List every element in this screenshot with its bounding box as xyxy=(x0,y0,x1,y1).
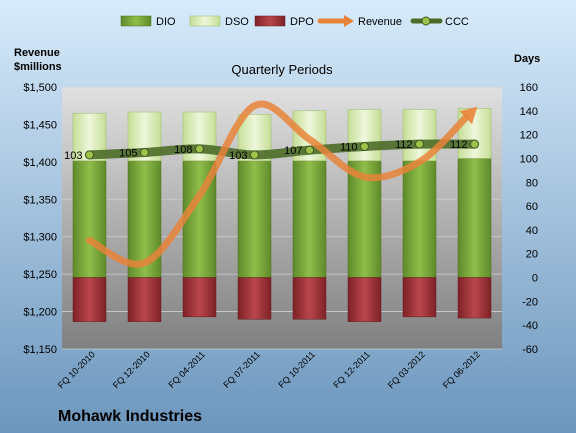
ccc-marker xyxy=(85,150,94,160)
ccc-data-label: 108 xyxy=(174,144,192,156)
bar-dio xyxy=(457,158,492,278)
company-name: Mohawk Industries xyxy=(58,408,202,425)
ccc-marker xyxy=(195,144,204,154)
left-tick-label: $1,450 xyxy=(23,119,57,131)
ccc-data-label: 103 xyxy=(64,150,82,162)
ccc-marker xyxy=(250,150,259,160)
right-tick-label: 80 xyxy=(526,177,538,189)
bar-dpo xyxy=(127,277,162,322)
legend-swatch-dso xyxy=(189,15,221,27)
bar-dio xyxy=(72,160,107,278)
ccc-data-label: 107 xyxy=(284,145,302,157)
legend: DIO DSO DPO Revenue CCC xyxy=(120,15,469,28)
right-tick-label: 160 xyxy=(520,82,538,94)
right-tick-label: 40 xyxy=(526,225,538,237)
ccc-data-label: 105 xyxy=(119,148,137,160)
ccc-line xyxy=(85,139,479,160)
ccc-marker xyxy=(305,145,314,155)
legend-swatch-dio xyxy=(120,15,152,27)
right-axis-title: Days xyxy=(514,53,540,65)
legend-swatch-revenue xyxy=(317,15,354,27)
ccc-data-label: 112 xyxy=(450,139,468,151)
bar-dso xyxy=(347,109,382,162)
bar-dpo xyxy=(182,277,217,318)
chart-title: Quarterly Periods xyxy=(231,62,333,77)
bar-dio xyxy=(237,160,272,278)
legend-label-ccc: CCC xyxy=(445,16,469,28)
legend-label-dpo: DPO xyxy=(290,16,314,28)
bar-dpo xyxy=(237,277,272,320)
bar-dio xyxy=(292,160,327,278)
bar-dpo xyxy=(402,277,437,318)
right-tick-label: 100 xyxy=(520,153,538,165)
ccc-marker xyxy=(360,142,369,152)
ccc-data-label: 112 xyxy=(395,139,413,151)
right-tick-label: 60 xyxy=(526,201,538,213)
legend-swatch-ccc xyxy=(410,16,443,26)
left-tick-label: $1,300 xyxy=(23,232,57,244)
ccc-marker xyxy=(470,139,479,149)
bar-dio xyxy=(402,160,437,278)
right-tick-label: -60 xyxy=(522,344,538,356)
revenue-layer xyxy=(86,100,478,268)
bar-dpo xyxy=(347,277,382,322)
ccc-marker xyxy=(140,148,149,157)
left-tick-label: $1,150 xyxy=(23,344,57,356)
left-axis-title-line1: Revenue xyxy=(14,47,60,59)
revenue-line xyxy=(86,100,470,268)
left-tick-label: $1,400 xyxy=(23,157,57,169)
left-axis-ticks: $1,150 $1,200 $1,250 $1,300 $1,350 $1,400 $1,4… xyxy=(23,82,57,356)
legend-label-dso: DSO xyxy=(225,16,249,28)
ccc-layer: 103 105 108 103 107 110 112 112 xyxy=(64,139,479,162)
legend-label-dio: DIO xyxy=(156,16,176,28)
left-tick-label: $1,200 xyxy=(23,307,57,319)
left-tick-label: $1,500 xyxy=(23,82,57,94)
ccc-data-label: 103 xyxy=(229,150,247,162)
bar-dpo xyxy=(292,277,327,320)
legend-swatch-dpo xyxy=(254,15,286,27)
legend-label-revenue: Revenue xyxy=(358,16,402,28)
right-tick-label: 0 xyxy=(532,273,538,285)
bar-dpo xyxy=(457,277,492,319)
right-tick-label: -40 xyxy=(522,320,538,332)
left-tick-label: $1,350 xyxy=(23,194,57,206)
right-tick-label: 120 xyxy=(520,130,538,142)
right-tick-label: 140 xyxy=(520,106,538,118)
ccc-data-label: 110 xyxy=(340,142,358,154)
ccc-marker xyxy=(415,139,424,149)
revenue-arrowhead xyxy=(459,106,478,125)
left-axis-title-line2: $millions xyxy=(14,61,62,73)
right-tick-label: 20 xyxy=(526,249,538,261)
left-tick-label: $1,250 xyxy=(23,269,57,281)
right-tick-label: -20 xyxy=(522,296,538,308)
bar-dpo xyxy=(72,277,107,322)
right-axis-ticks: -60 -40 -20 0 20 40 60 80 100 120 140 160 xyxy=(520,82,538,356)
